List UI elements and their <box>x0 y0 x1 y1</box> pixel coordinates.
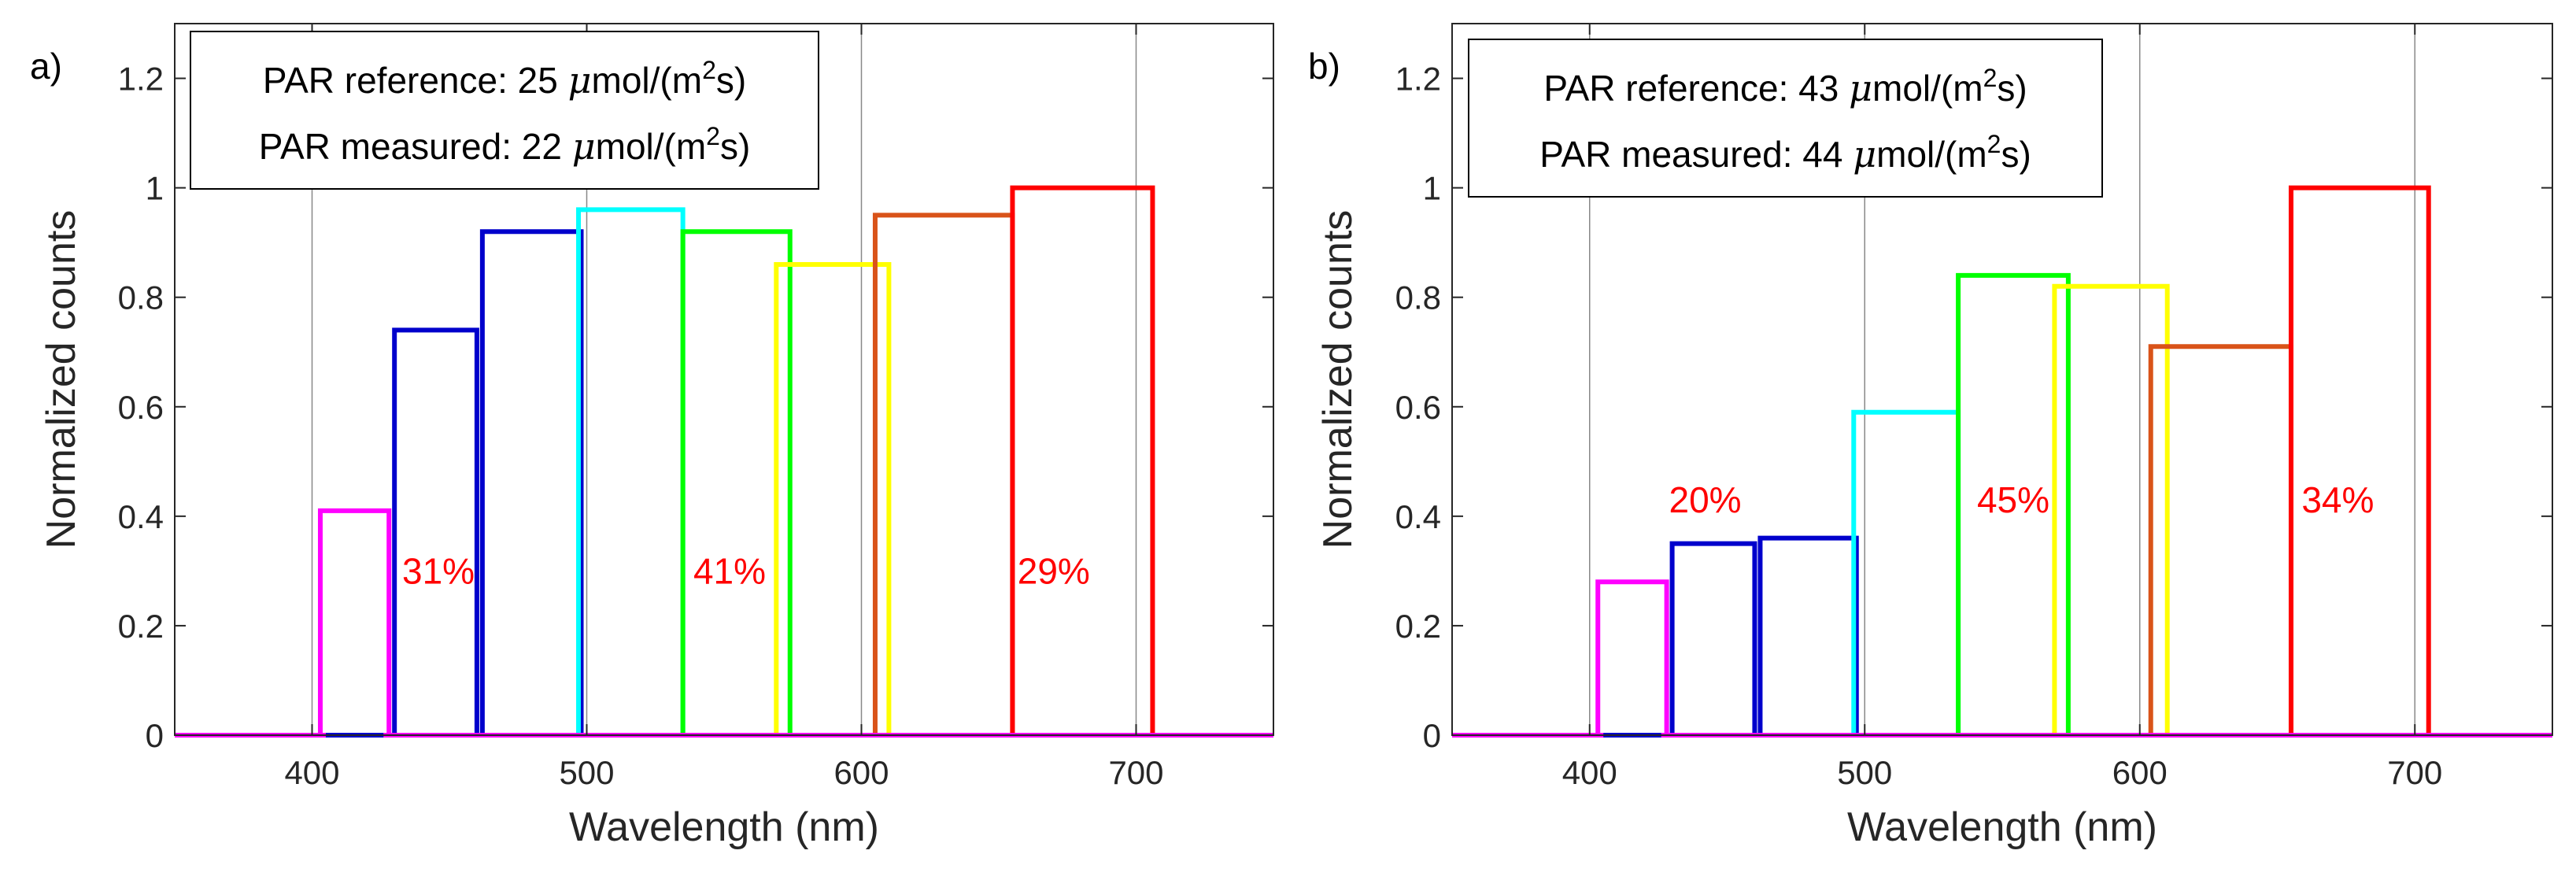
legend-text-part: μ <box>568 59 592 102</box>
y-tick-label: 1 <box>1423 170 1441 207</box>
y-tick-label: 1.2 <box>118 61 164 98</box>
y-tick-label: 0.6 <box>1395 389 1441 426</box>
legend-text-part: mol/(m <box>596 126 707 167</box>
x-tick-label: 600 <box>2112 754 2168 791</box>
y-axis-label: Normalized counts <box>1315 210 1361 549</box>
legend-text-part: PAR measured: 22 <box>259 126 572 167</box>
legend-box <box>190 31 819 190</box>
legend-box <box>1468 39 2103 198</box>
x-tick-label: 700 <box>2387 754 2442 791</box>
percent-annotation: 34% <box>2301 479 2374 520</box>
legend-text-part: PAR reference: 25 <box>263 60 568 101</box>
y-tick-label: 0.2 <box>1395 608 1441 645</box>
legend-text-part: s) <box>720 126 750 167</box>
legend-text-part: μ <box>1849 67 1872 109</box>
legend-text-part: mol/(m <box>1872 68 1983 109</box>
x-tick-label: 600 <box>833 754 889 791</box>
legend-text-part: PAR reference: 43 <box>1543 68 1849 109</box>
legend-text-part: 2 <box>1987 130 2001 158</box>
legend-text-part: 2 <box>702 56 716 84</box>
legend-text-part: mol/(m <box>592 60 703 101</box>
x-tick-label: 500 <box>559 754 614 791</box>
percent-annotation: 45% <box>1977 479 2049 520</box>
x-tick-label: 700 <box>1108 754 1163 791</box>
band-bar <box>1595 579 1669 735</box>
band-bar <box>1669 541 1757 735</box>
legend-reference-line: PAR reference: 43 μmol/(m2s) <box>1543 64 2027 109</box>
band-bar <box>392 327 479 735</box>
legend-text-part: μ <box>572 125 596 168</box>
panel-b: 400 500 600 700 0 0.2 0.4 0.6 0.8 1 1.2 Wavelength … <box>1308 23 2553 850</box>
y-tick-label: 0.6 <box>118 389 164 426</box>
legend-text-part: PAR measured: 44 <box>1539 134 1853 175</box>
band-bar <box>2052 283 2170 735</box>
x-axis-label: Wavelength (nm) <box>569 804 879 850</box>
panel-a: 400 500 600 700 0 0.2 0.4 0.6 0.8 1 1.2 Wavelength … <box>30 23 1274 850</box>
x-axis-label: Wavelength (nm) <box>1847 804 2157 850</box>
y-tick-label: 0.4 <box>118 498 164 535</box>
legend-text-part: 2 <box>1983 64 1998 92</box>
percent-annotation: 29% <box>1018 550 1090 591</box>
axes-box <box>174 23 1274 736</box>
band-bar <box>774 261 892 735</box>
percent-annotation: 41% <box>693 550 766 591</box>
y-tick-label: 0 <box>146 717 164 754</box>
y-tick-label: 0.8 <box>118 279 164 316</box>
band-bar <box>680 229 793 735</box>
band-bar <box>479 229 584 735</box>
legend-measured-line: PAR measured: 22 μmol/(m2s) <box>259 122 751 168</box>
y-tick-label: 0.2 <box>118 608 164 645</box>
legend-measured-line: PAR measured: 44 μmol/(m2s) <box>1539 130 2031 176</box>
y-tick-label: 1.2 <box>1395 61 1441 98</box>
y-tick-label: 0 <box>1423 717 1441 754</box>
x-tick-label: 400 <box>1562 754 1617 791</box>
band-bar <box>1956 272 2071 735</box>
legend-text-part: mol/(m <box>1876 134 1987 175</box>
percent-annotation: 31% <box>402 550 475 591</box>
x-tick-label: 500 <box>1837 754 1892 791</box>
panel-label: a) <box>30 46 62 87</box>
legend-reference-line: PAR reference: 25 μmol/(m2s) <box>263 56 746 102</box>
percent-annotation: 20% <box>1669 479 1742 520</box>
panel-label: b) <box>1308 46 1340 87</box>
band-bar <box>1757 535 1859 735</box>
legend-text-part: s) <box>716 60 746 101</box>
band-bar <box>1010 185 1155 735</box>
x-tick-label: 400 <box>284 754 339 791</box>
y-axis-label: Normalized counts <box>39 210 84 549</box>
band-bar <box>317 508 392 735</box>
y-tick-label: 0.4 <box>1395 498 1441 535</box>
y-tick-label: 1 <box>146 170 164 207</box>
band-bar <box>2288 185 2431 735</box>
axes-box <box>1451 23 2553 736</box>
y-tick-label: 0.8 <box>1395 279 1441 316</box>
legend-text-part: μ <box>1853 133 1876 176</box>
legend-text-part: s) <box>2001 134 2031 175</box>
legend-text-part: 2 <box>706 122 720 150</box>
legend-text-part: s) <box>1997 68 2027 109</box>
